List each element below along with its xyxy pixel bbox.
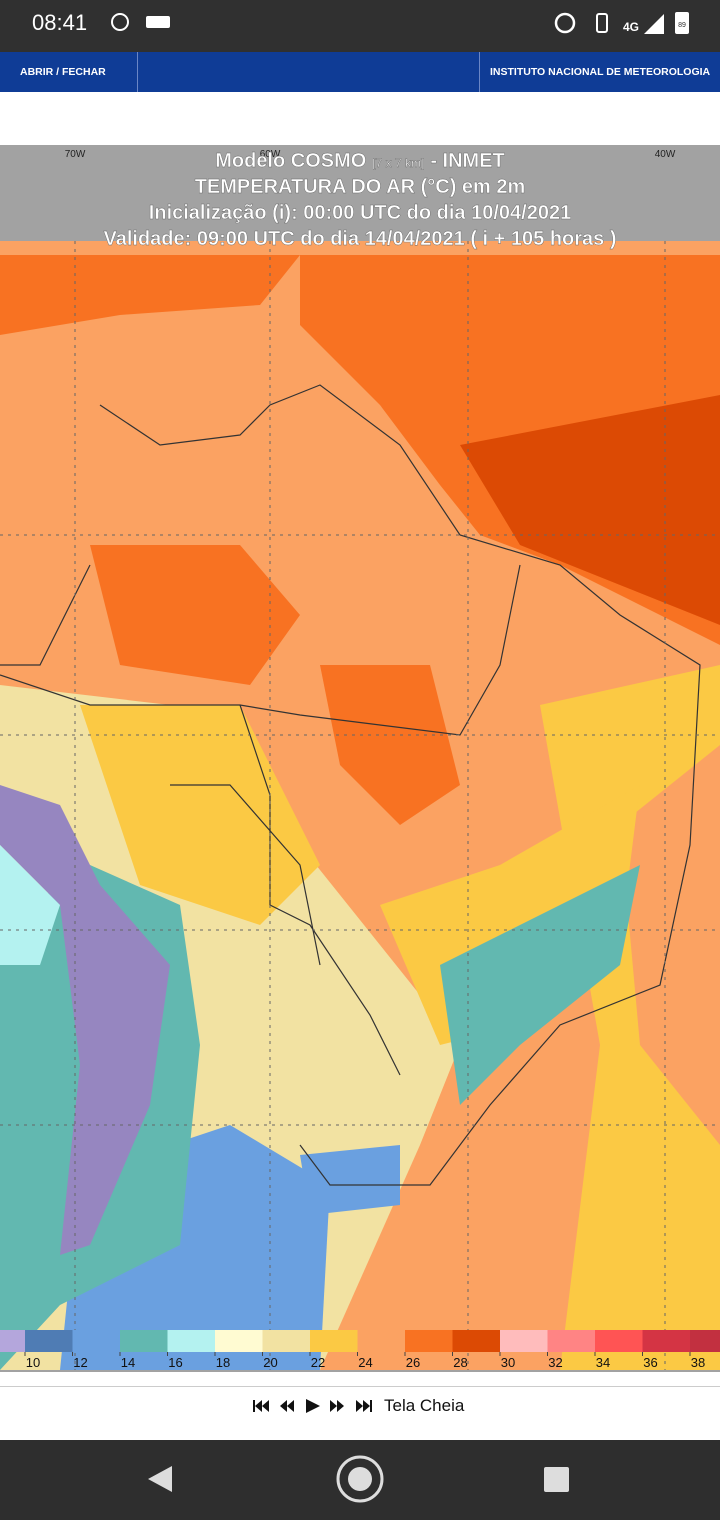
region [0, 785, 170, 1255]
playback-buttons[interactable] [252, 1397, 377, 1417]
resolution: [7 x 7 km] [372, 156, 424, 170]
site-header: ABRIR / FECHAR INSTITUTO NACIONAL DE MET… [0, 52, 720, 92]
color-swatch [357, 1330, 405, 1352]
colorbar-label: 20 [263, 1355, 277, 1370]
color-swatch [215, 1330, 263, 1352]
color-swatch [72, 1330, 120, 1352]
region [320, 665, 460, 825]
color-swatch [452, 1330, 500, 1352]
color-swatch [120, 1330, 168, 1352]
recents-button[interactable] [544, 1467, 569, 1492]
title-band [0, 145, 720, 241]
colorbar-label: 24 [358, 1355, 372, 1370]
clock: 08:41 [32, 10, 88, 35]
colorbar-label: 22 [311, 1355, 325, 1370]
color-swatch [167, 1330, 215, 1352]
region [440, 865, 640, 1105]
initialization: Inicialização (i): 00:00 UTC do dia 10/0… [149, 202, 571, 224]
graticule [0, 145, 720, 1370]
color-swatch [500, 1330, 548, 1352]
color-swatch [0, 1330, 25, 1352]
home-button[interactable] [336, 1455, 384, 1503]
colorbar-label: 14 [121, 1355, 135, 1370]
colorbar-label: 34 [596, 1355, 610, 1370]
navigation-bar [0, 1440, 720, 1520]
borders [0, 384, 701, 1186]
system-icons [554, 12, 608, 34]
playback-controls: Tela Cheia [0, 1386, 720, 1439]
color-swatch [595, 1330, 643, 1352]
validity: Validade: 09:00 UTC do dia 14/04/2021 ( … [103, 228, 616, 250]
temperature-map: 70W 60W 40W Modelo COSMO [7 x 7 km] - INME… [0, 145, 720, 1370]
nav-buttons [148, 1455, 569, 1503]
region [300, 1145, 400, 1215]
color-swatch [310, 1330, 358, 1352]
notification-icons [111, 13, 170, 31]
region [460, 395, 720, 625]
region [0, 845, 60, 965]
colorbar-label: 26 [406, 1355, 420, 1370]
back-button[interactable] [148, 1466, 172, 1492]
source: - INMET [430, 150, 504, 172]
signal-battery: 89 [644, 12, 689, 34]
separator [479, 52, 480, 92]
colorbar-label: 12 [73, 1355, 87, 1370]
network-type: 4G [623, 20, 640, 34]
longitude-label: 60W [260, 149, 281, 160]
region [80, 705, 320, 925]
color-swatch [690, 1330, 720, 1352]
colorbar-label: 36 [643, 1355, 657, 1370]
colorbar-label: 32 [548, 1355, 562, 1370]
site-title: INSTITUTO NACIONAL DE METEOROLOGIA [490, 66, 711, 78]
colorbar-label: 10 [26, 1355, 40, 1370]
map-title: Modelo COSMO [7 x 7 km] - INMET TEMPERATUR… [103, 150, 616, 250]
colorbar-label: 38 [691, 1355, 705, 1370]
longitude-label: 40W [655, 149, 676, 160]
status-bar: 08:41 4G 89 [0, 0, 720, 52]
region [620, 745, 720, 1145]
menu-toggle[interactable]: ABRIR / FECHAR [20, 66, 106, 78]
variable: TEMPERATURA DO AR (°C) em 2m [195, 176, 526, 198]
fullscreen-button[interactable]: Tela Cheia [384, 1396, 465, 1415]
color-swatch [405, 1330, 453, 1352]
colorbar-label: 28 [453, 1355, 467, 1370]
region [90, 545, 300, 685]
color-swatch [547, 1330, 595, 1352]
colorbar-label: 18 [216, 1355, 230, 1370]
separator [137, 52, 138, 92]
home-dot [348, 1467, 372, 1491]
colorbar: 10 12 14 16 18 20 22 24 26 28 30 32 34 36 38 [0, 1330, 720, 1372]
title-line: Modelo COSMO [7 x 7 km] - INMET [215, 150, 505, 172]
colorbar-label: 30 [501, 1355, 515, 1370]
colorbar-label: 16 [168, 1355, 182, 1370]
color-swatch [262, 1330, 310, 1352]
longitude-label: 70W [65, 149, 86, 160]
color-swatch [25, 1330, 73, 1352]
model: Modelo COSMO [215, 150, 366, 172]
battery-level: 89 [678, 22, 686, 29]
color-swatch [642, 1330, 690, 1352]
